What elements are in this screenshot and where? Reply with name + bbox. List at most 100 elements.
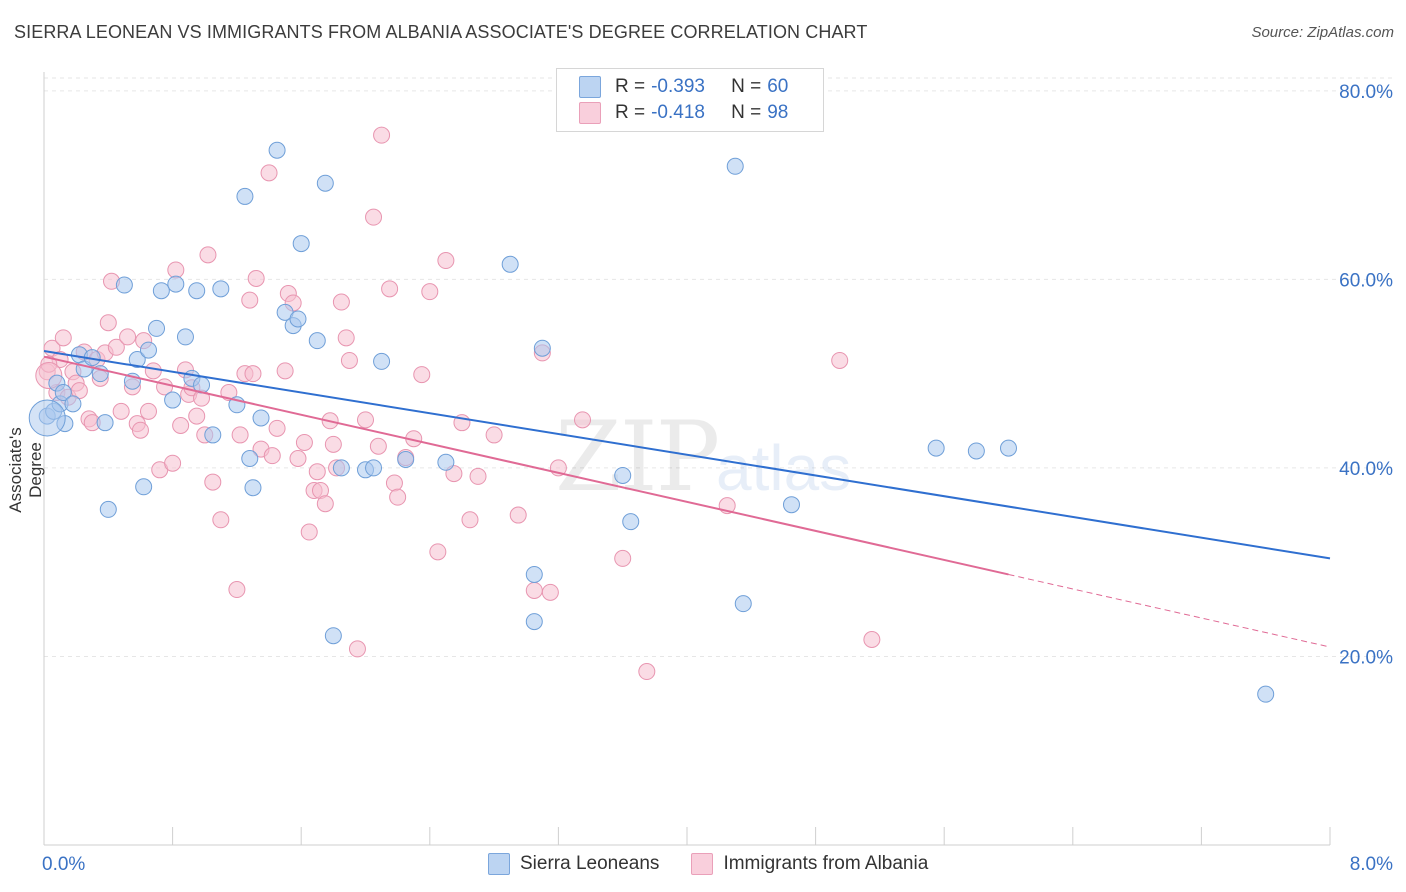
data-point-albania [421, 283, 439, 301]
axes [43, 72, 1331, 846]
correlation-legend: R = -0.393 N = 60 R = -0.418 N = 98 [556, 68, 824, 132]
data-point-sierra-leonean [782, 496, 800, 514]
data-point-albania [509, 506, 527, 524]
data-point-sierra-leonean [64, 395, 82, 413]
data-point-albania [525, 581, 543, 599]
y-tick-label: 60.0% [1339, 270, 1393, 291]
y-axis-label: Associate's Degree [6, 427, 45, 513]
data-point-albania [332, 293, 350, 311]
series-legend-item-sierra-leoneans[interactable]: Sierra Leoneans [488, 853, 659, 875]
tick-labels: 20.0% 40.0% 60.0% 80.0% 0.0% 8.0% [42, 82, 1393, 875]
y-tick-label: 40.0% [1339, 459, 1393, 480]
legend-n-value: 98 [767, 102, 789, 123]
data-point-sierra-leonean [324, 627, 342, 645]
data-point-albania [199, 246, 217, 264]
legend-n-value: 60 [767, 76, 789, 97]
data-point-albania [167, 261, 185, 279]
source-label: Source: ZipAtlas.com [1251, 24, 1394, 41]
series-legend-swatch-pink [691, 853, 714, 875]
data-point-albania [247, 269, 265, 287]
data-point-sierra-leonean [139, 341, 157, 359]
data-point-sierra-leonean [365, 459, 383, 477]
data-point-sierra-leonean [212, 280, 230, 298]
data-point-sierra-leonean [252, 409, 270, 427]
data-point-albania [212, 511, 230, 529]
y-tick-label: 20.0% [1339, 647, 1393, 668]
y-tick-label: 80.0% [1339, 82, 1393, 103]
data-point-sierra-leonean [54, 384, 72, 402]
data-point-sierra-leonean-cluster [28, 399, 66, 437]
data-point-sierra-leonean [967, 442, 985, 460]
data-point-sierra-leonean [244, 479, 262, 497]
data-point-albania [54, 329, 72, 347]
data-point-sierra-leonean [115, 276, 133, 294]
legend-row-sierra-leoneans: R = -0.393 N = 60 [579, 75, 788, 99]
data-point-albania [204, 473, 222, 491]
data-point-albania [863, 630, 881, 648]
series-legend-item-albania[interactable]: Immigrants from Albania [691, 853, 928, 875]
data-point-albania [119, 328, 137, 346]
data-point-albania [381, 280, 399, 298]
data-point-albania [131, 421, 149, 439]
watermark-atlas: atlas [716, 432, 851, 504]
data-point-albania [348, 640, 366, 658]
data-point-albania [144, 362, 162, 380]
data-point-sierra-leonean [525, 565, 543, 583]
data-point-albania [263, 447, 281, 465]
data-point-albania [172, 417, 190, 435]
series-albania-points [35, 126, 881, 681]
data-point-albania [99, 314, 117, 332]
legend-r-label: R = [615, 102, 646, 123]
data-point-albania [164, 454, 182, 472]
data-point-albania [413, 366, 431, 384]
data-point-albania [574, 411, 592, 429]
data-point-sierra-leonean [332, 459, 350, 477]
data-point-albania [373, 126, 391, 144]
data-point-sierra-leonean [204, 426, 222, 444]
data-point-albania [295, 433, 313, 451]
trend-line-albania-extrapolated [1008, 573, 1331, 648]
data-point-sierra-leonean [316, 174, 334, 192]
data-point-albania [365, 208, 383, 226]
series-sierra-leonean-points [28, 141, 1275, 703]
data-point-albania [437, 252, 455, 270]
data-point-sierra-leonean [397, 450, 415, 468]
data-point-albania [461, 511, 479, 529]
data-point-sierra-leonean [152, 282, 170, 300]
data-point-albania [139, 402, 157, 420]
data-point-albania [241, 291, 259, 309]
data-point-sierra-leonean [373, 352, 391, 370]
data-point-albania [188, 407, 206, 425]
trend-line-albania [43, 355, 1009, 576]
series-legend-label: Immigrants from Albania [723, 853, 929, 874]
data-point-albania [276, 362, 294, 380]
data-point-sierra-leonean [525, 613, 543, 631]
series-legend-label: Sierra Leoneans [520, 853, 660, 874]
data-point-sierra-leonean [99, 500, 117, 518]
data-point-sierra-leonean [927, 439, 945, 457]
data-point-albania [107, 338, 125, 356]
series-legend-swatch-blue [488, 853, 510, 875]
data-point-sierra-leonean [533, 339, 551, 357]
legend-n-label: N = [731, 102, 762, 123]
data-point-albania [231, 426, 249, 444]
legend-r-label: R = [615, 76, 646, 97]
data-point-albania [300, 523, 318, 541]
data-point-albania [429, 543, 447, 561]
data-point-albania [340, 351, 358, 369]
data-point-albania [614, 549, 632, 567]
data-point-sierra-leonean [308, 332, 326, 350]
data-point-albania [485, 426, 503, 444]
data-point-sierra-leonean [614, 466, 632, 484]
data-point-sierra-leonean [501, 255, 519, 273]
data-point-albania [308, 463, 326, 481]
y-axis-label-wrap: Associate's Degree [6, 427, 46, 512]
data-point-sierra-leonean [167, 275, 185, 293]
x-tick-label: 0.0% [42, 854, 85, 875]
data-point-sierra-leonean [289, 310, 307, 328]
data-point-sierra-leonean [734, 595, 752, 613]
data-point-sierra-leonean [1000, 439, 1017, 457]
data-point-sierra-leonean [96, 414, 114, 432]
data-point-sierra-leonean [622, 513, 640, 531]
